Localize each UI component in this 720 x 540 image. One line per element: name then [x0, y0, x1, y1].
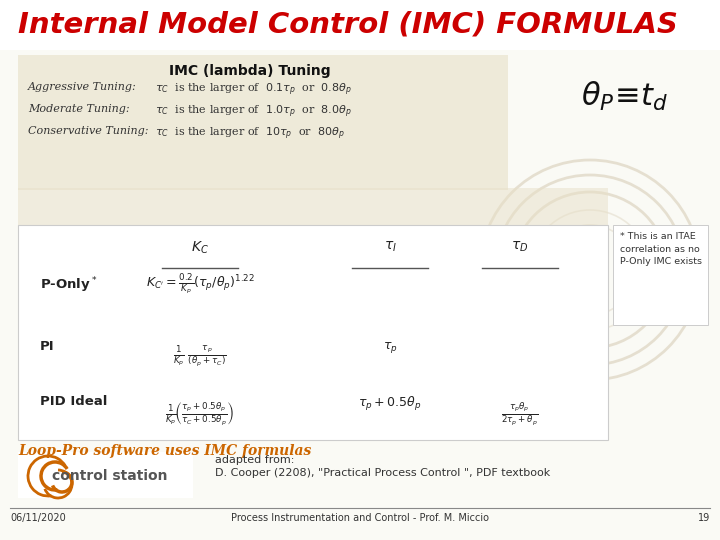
- Text: 19: 19: [698, 513, 710, 523]
- Text: $\tau_C$  is the larger of  $0.1\tau_p$  or  $0.8\theta_p$: $\tau_C$ is the larger of $0.1\tau_p$ or…: [155, 82, 351, 98]
- Text: IMC (lambda) Tuning: IMC (lambda) Tuning: [169, 64, 330, 78]
- Text: Loop-Pro software uses IMC formulas: Loop-Pro software uses IMC formulas: [18, 444, 311, 458]
- Text: $\tau_p$: $\tau_p$: [382, 340, 397, 355]
- Text: 06/11/2020: 06/11/2020: [10, 513, 66, 523]
- Bar: [18, 452, 193, 498]
- Text: Internal Model Control (IMC) FORMULAS: Internal Model Control (IMC) FORMULAS: [18, 11, 678, 39]
- Text: control station: control station: [53, 469, 168, 483]
- Bar: [18, 55, 508, 190]
- Text: Aggressive Tuning:: Aggressive Tuning:: [28, 82, 137, 92]
- Text: adapted from:: adapted from:: [215, 455, 294, 465]
- Text: PI: PI: [40, 340, 55, 353]
- Text: Moderate Tuning:: Moderate Tuning:: [28, 104, 130, 114]
- Text: * This is an ITAE
correlation as no
P-Only IMC exists: * This is an ITAE correlation as no P-On…: [620, 232, 702, 266]
- Text: $K_{C'} = \frac{0.2}{K_p}(\tau_p/\theta_p)^{1.22}$: $K_{C'} = \frac{0.2}{K_p}(\tau_p/\theta_…: [145, 272, 254, 296]
- Text: $\frac{1}{K_p}\!\left(\frac{\tau_p+0.5\theta_p}{\tau_C+0.5\theta_p}\right)$: $\frac{1}{K_p}\!\left(\frac{\tau_p+0.5\t…: [166, 400, 235, 427]
- Text: $\tau_C$  is the larger of  $1.0\tau_p$  or  $8.0\theta_p$: $\tau_C$ is the larger of $1.0\tau_p$ or…: [155, 104, 352, 120]
- Text: $\frac{\tau_p\theta_p}{2\tau_p+\theta_p}$: $\frac{\tau_p\theta_p}{2\tau_p+\theta_p}…: [501, 400, 539, 427]
- Text: $\tau_I$: $\tau_I$: [384, 240, 397, 254]
- Bar: [18, 225, 608, 440]
- Bar: [0, 0, 720, 50]
- Text: $\tau_C$  is the larger of  $10\tau_p$  or  $80\theta_p$: $\tau_C$ is the larger of $10\tau_p$ or …: [155, 126, 345, 143]
- Bar: [613, 225, 708, 325]
- Text: Conservative Tuning:: Conservative Tuning:: [28, 126, 148, 136]
- Text: D. Cooper (2208), "Practical Process Control ", PDF textbook: D. Cooper (2208), "Practical Process Con…: [215, 468, 550, 478]
- Text: $\frac{1}{K_p}\;\frac{\tau_p}{(\theta_p+\tau_C)}$: $\frac{1}{K_p}\;\frac{\tau_p}{(\theta_p+…: [174, 343, 227, 368]
- Text: $\tau_D$: $\tau_D$: [511, 240, 528, 254]
- Text: $\theta_P\!\equiv\! t_d$: $\theta_P\!\equiv\! t_d$: [581, 80, 669, 113]
- Text: P-Only$^*$: P-Only$^*$: [40, 275, 97, 295]
- Text: PID Ideal: PID Ideal: [40, 395, 107, 408]
- Text: $\tau_p + 0.5\theta_p$: $\tau_p + 0.5\theta_p$: [359, 395, 422, 413]
- Text: $K_C$: $K_C$: [191, 240, 209, 256]
- Text: Process Instrumentation and Control - Prof. M. Miccio: Process Instrumentation and Control - Pr…: [231, 513, 489, 523]
- Bar: [18, 188, 608, 230]
